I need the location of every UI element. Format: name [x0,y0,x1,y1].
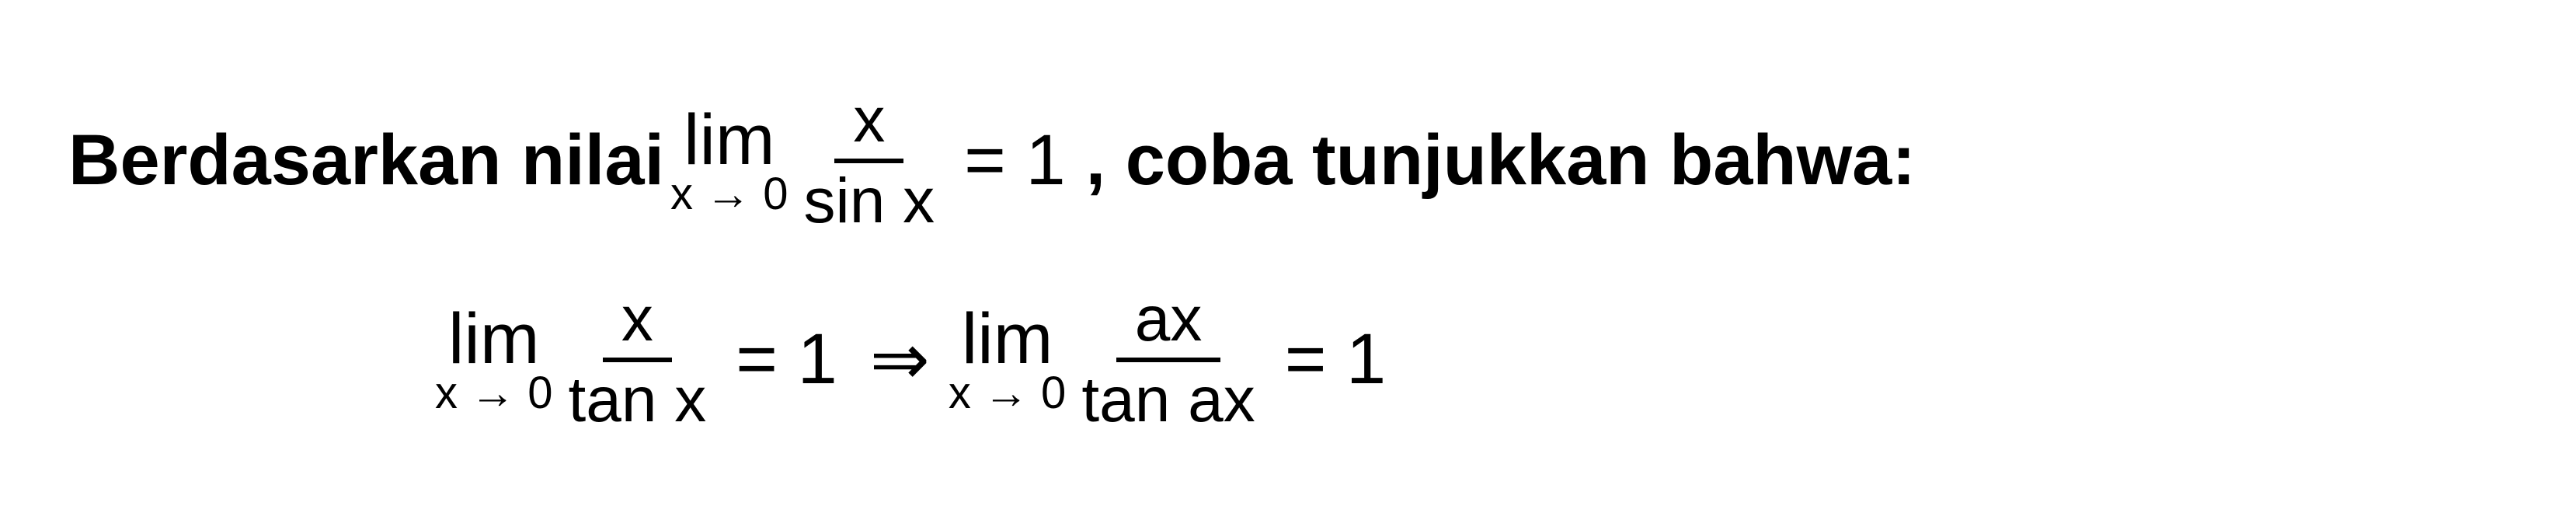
limit-symbol: lim [684,104,775,176]
equals-one-3: = 1 [1285,319,1386,400]
limit-approach: x → 0 [670,172,788,217]
trailing-text: , coba tunjukkan bahwa: [1086,120,1916,201]
fraction-numerator: x [603,288,672,362]
fraction-x-over-sinx: x sin x [798,89,942,233]
fraction-numerator: ax [1116,288,1221,362]
limit-approach: x → 0 [949,371,1067,416]
fraction-denominator: tan x [562,362,713,432]
fraction-denominator: sin x [798,163,942,233]
limit-symbol: lim [962,303,1053,375]
fraction-numerator: x [834,89,903,163]
intro-text: Berdasarkan nilai [68,120,664,201]
equals-one-1: = 1 [964,120,1065,201]
fraction-ax-over-tanax: ax tan ax [1075,288,1261,432]
limit-approach: x → 0 [435,371,553,416]
equals-one-2: = 1 [736,319,837,400]
limit-expression-1: lim x → 0 [670,104,788,217]
problem-statement-line-1: Berdasarkan nilai lim x → 0 x sin x = 1 … [62,89,1922,233]
limit-expression-2: lim x → 0 [435,303,553,416]
limit-symbol: lim [448,303,540,375]
problem-statement-line-2: lim x → 0 x tan x = 1 ⇒ lim x → 0 ax tan… [62,288,1400,432]
implies-arrow-icon: ⇒ [870,318,930,401]
limit-expression-3: lim x → 0 [949,303,1067,416]
fraction-x-over-tanx: x tan x [562,288,713,432]
fraction-denominator: tan ax [1075,362,1261,432]
